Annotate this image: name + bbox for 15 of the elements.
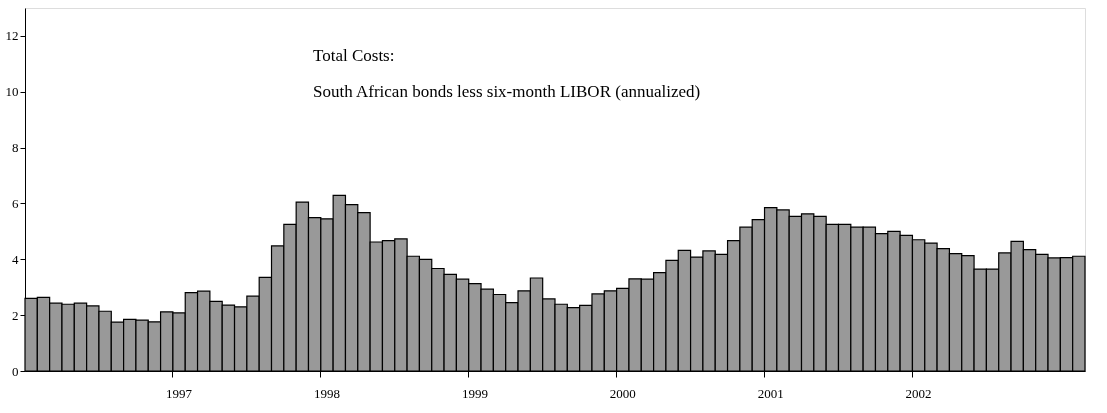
x-tick-label: 2002 xyxy=(905,385,932,401)
y-tick-label: 0 xyxy=(12,363,19,379)
annotation: South African bonds less six-month LIBOR (annualized) xyxy=(313,82,701,101)
y-tick-label: 12 xyxy=(5,28,19,44)
y-tick-label: 2 xyxy=(12,307,19,323)
x-tick-label: 1999 xyxy=(461,385,488,401)
y-tick-label: 4 xyxy=(12,251,19,267)
y-tick-label: 6 xyxy=(12,195,19,211)
x-tick-label: 2000 xyxy=(609,385,636,401)
x-tick-label: 2001 xyxy=(757,385,784,401)
y-tick-label: 8 xyxy=(12,140,19,156)
y-tick-label: 10 xyxy=(5,84,19,100)
annotation: Total Costs: xyxy=(313,46,395,65)
x-tick-label: 1998 xyxy=(313,385,340,401)
x-tick-label: 1997 xyxy=(166,385,193,401)
